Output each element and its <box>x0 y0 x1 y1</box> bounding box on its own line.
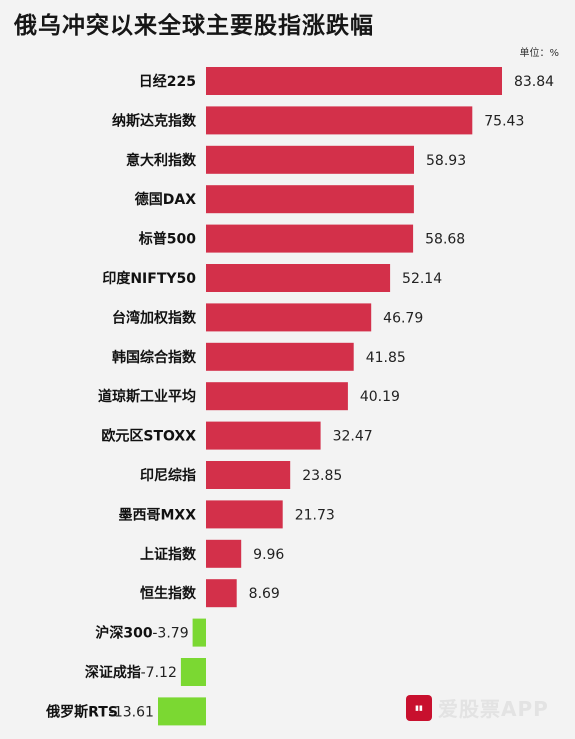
value-label: 58.68 <box>425 232 465 248</box>
unit-label: 单位：% <box>519 48 559 59</box>
value-label: -7.12 <box>141 665 177 681</box>
bar-8 <box>206 382 348 411</box>
bar-15 <box>180 658 206 686</box>
category-label: 墨西哥MXX <box>118 507 196 523</box>
category-label: 沪深300 <box>95 625 152 642</box>
category-label: 韩国综合指数 <box>112 349 197 366</box>
value-label: 83.84 <box>514 74 554 90</box>
value-label: 8.69 <box>249 586 280 602</box>
value-label: 52.14 <box>402 271 442 287</box>
bar-7 <box>206 342 354 371</box>
bar-6 <box>206 303 372 332</box>
bar-13 <box>206 579 237 608</box>
value-label: -3.79 <box>152 626 188 642</box>
value-label: 75.43 <box>484 113 524 129</box>
value-label: 32.47 <box>333 429 373 445</box>
bar-10 <box>206 461 291 489</box>
category-label: 台湾加权指数 <box>112 309 197 326</box>
category-label: 恒生指数 <box>140 585 197 602</box>
category-label: 印度NIFTY50 <box>102 270 196 287</box>
category-label: 德国DAX <box>135 191 196 208</box>
category-label: 俄罗斯RTS <box>45 703 118 720</box>
bar-1 <box>206 106 473 135</box>
value-label: 9.96 <box>253 547 284 563</box>
bar-3 <box>206 185 414 214</box>
category-label: 深证成指 <box>85 664 141 681</box>
value-label: 21.73 <box>295 507 335 523</box>
value-label: 23.85 <box>302 468 342 484</box>
bar-2 <box>206 145 414 174</box>
category-label: 印尼综指 <box>140 467 196 484</box>
watermark: ▮▮ 爱股票APP <box>406 693 549 722</box>
category-label: 纳斯达克指数 <box>112 112 197 129</box>
category-label: 上证指数 <box>140 546 197 563</box>
category-label: 道琼斯工业平均 <box>98 388 196 405</box>
bar-5 <box>206 264 391 292</box>
category-label: 标普500 <box>138 231 196 248</box>
bar-11 <box>206 500 283 529</box>
bar-14 <box>192 618 206 647</box>
bar-12 <box>206 539 242 568</box>
bar-0 <box>206 67 502 95</box>
chart-title: 俄乌冲突以来全球主要股指涨跌幅 <box>14 13 374 39</box>
category-label: 欧元区STOXX <box>101 428 196 445</box>
category-label: 日经225 <box>139 73 196 90</box>
watermark-text: 爱股票APP <box>438 697 549 721</box>
bar-16 <box>158 697 206 726</box>
value-label: 58.93 <box>426 153 466 169</box>
value-label: 41.85 <box>366 350 406 366</box>
value-label: 46.79 <box>383 310 423 326</box>
category-label: 意大利指数 <box>126 152 197 169</box>
app-logo-icon: ▮▮ <box>406 694 432 721</box>
value-label: 40.19 <box>360 389 400 405</box>
bar-9 <box>206 421 321 450</box>
value-label: -13.61 <box>109 704 154 720</box>
bar-4 <box>206 224 414 253</box>
